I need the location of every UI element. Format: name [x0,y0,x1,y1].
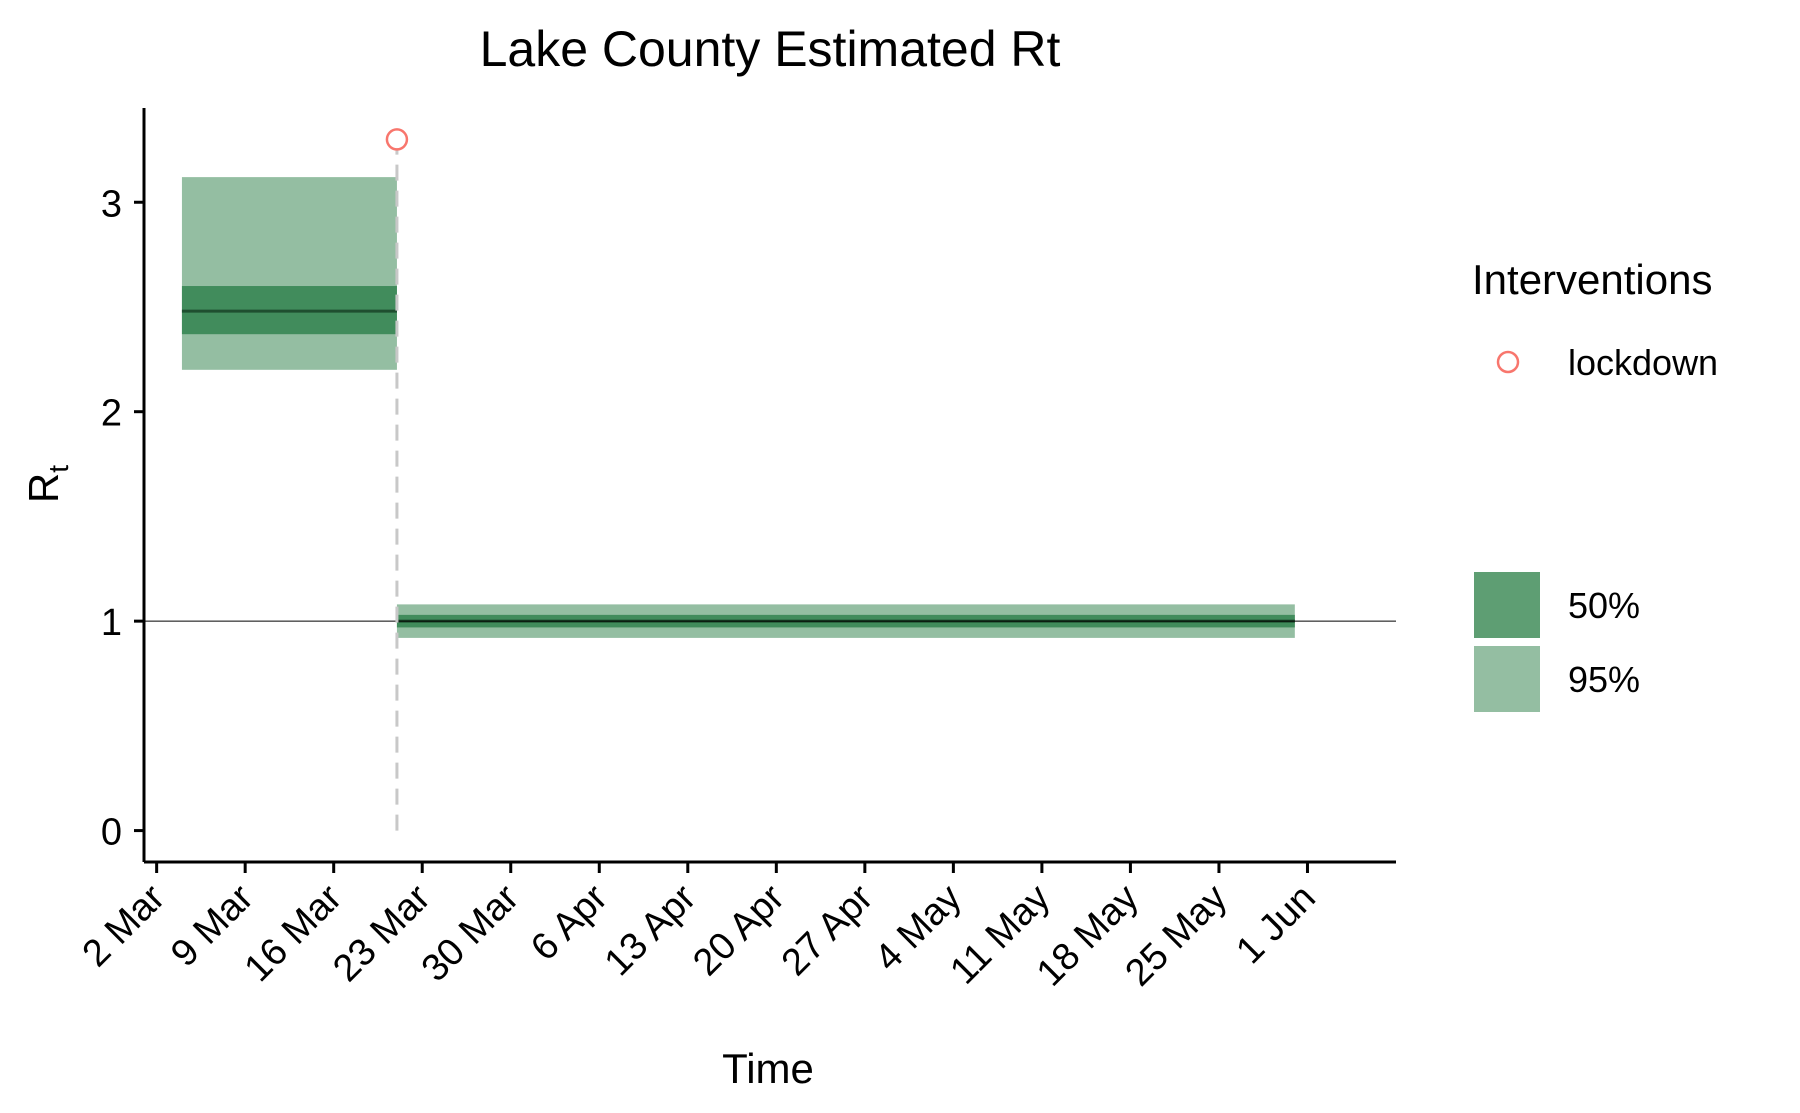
legend-swatch-0 [1474,572,1540,638]
y-axis-title-main: R [20,473,67,503]
x-tick-label-8: 27 Apr [774,876,882,984]
legend-swatch-1 [1474,646,1540,712]
chart-title: Lake County Estimated Rt [480,21,1061,77]
legend-band-label-0: 50% [1568,585,1640,626]
y-tick-label-0: 0 [101,812,122,854]
legend-marker-lockdown [1496,350,1520,374]
ci95-band-0 [181,177,397,370]
ci95-bands [181,177,1295,638]
x-axis-title: Time [722,1045,814,1092]
legend-title-interventions: Interventions [1472,256,1712,303]
y-axis-title: Rt [20,465,74,503]
y-ticks: 0 1 2 3 [101,183,144,854]
y-axis-title-subscript: t [43,465,74,473]
y-tick-label-3: 3 [101,183,122,225]
x-tick-label-7: 20 Apr [685,876,793,984]
intervention-point-lockdown [385,128,409,151]
legend-label-lockdown: lockdown [1568,342,1718,383]
legend-band-label-1: 95% [1568,659,1640,700]
x-tick-label-3: 23 Mar [325,876,439,990]
y-tick-label-2: 2 [101,393,122,435]
plot-area [144,128,1396,831]
x-tick-label-13: 1 Jun [1228,877,1323,972]
legend-band-items: 50% 95% [1474,572,1640,712]
x-tick-label-12: 25 May [1117,877,1235,995]
x-tick-label-0: 2 Mar [75,876,174,975]
y-tick-label-1: 1 [101,602,122,644]
x-tick-label-2: 16 Mar [237,876,351,990]
legend: Interventions lockdown 50% 95% [1472,256,1718,712]
intervention-markers [385,128,409,831]
y-axis: 0 1 2 3 [101,108,146,862]
legend-intervention-items: lockdown [1496,342,1718,383]
x-tick-label-6: 13 Apr [597,876,705,984]
x-tick-label-4: 30 Mar [414,876,528,990]
